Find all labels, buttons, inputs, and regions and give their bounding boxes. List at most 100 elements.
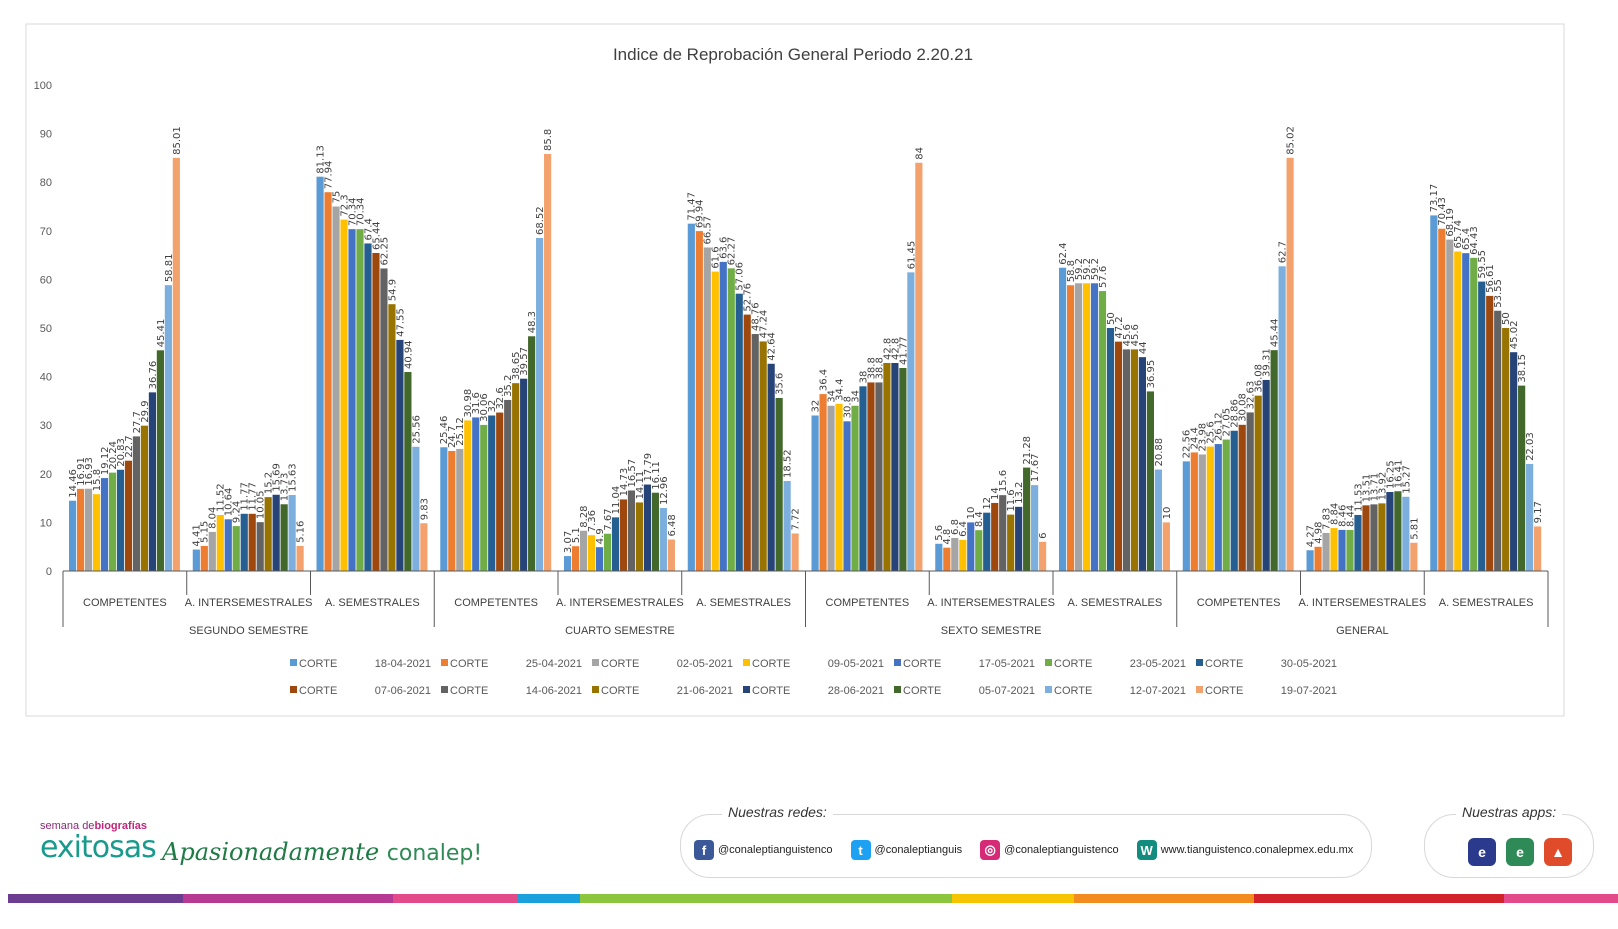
- bar-value-label: 15.2: [264, 472, 275, 494]
- strip-segment: [580, 894, 952, 903]
- bar: [440, 447, 448, 571]
- bar: [811, 415, 819, 571]
- bar-value-label: 8.4: [974, 511, 985, 527]
- twitter-icon: t: [850, 840, 871, 860]
- bar: [100, 478, 109, 571]
- bar: [1098, 291, 1107, 571]
- bar-value-label: 38.65: [511, 352, 522, 381]
- bar-value-label: 16.93: [84, 457, 95, 486]
- bar: [1066, 285, 1075, 571]
- bar: [1182, 461, 1190, 571]
- social-link[interactable]: t @conaleptianguis: [850, 840, 962, 860]
- bar: [156, 350, 164, 571]
- bar: [907, 272, 915, 571]
- bar-value-label: 28.86: [1230, 399, 1241, 428]
- bar: [843, 421, 851, 571]
- strip-segment: [8, 894, 183, 903]
- x-category-label: A. INTERSEMESTRALES: [556, 597, 684, 609]
- bar: [991, 502, 999, 571]
- bar-value-label: 4.27: [1305, 525, 1316, 547]
- y-tick-label: 50: [40, 323, 52, 335]
- bar-value-label: 73.17: [1429, 184, 1440, 213]
- bar-value-label: 58.8: [1066, 260, 1077, 282]
- app-icon-1[interactable]: e: [1468, 838, 1496, 866]
- bar: [1154, 469, 1162, 571]
- bar: [959, 539, 967, 571]
- bar-value-label: 59.2: [1074, 258, 1085, 280]
- bar: [1230, 430, 1238, 571]
- bar-value-label: 81.13: [315, 145, 326, 174]
- legend-item: CORTE 30-05-2021: [1196, 658, 1337, 670]
- bar: [1278, 266, 1286, 571]
- legend: CORTE 18-04-2021 CORTE 25-04-2021 CORTE 02-05…: [290, 658, 1337, 697]
- bar-value-label: 7.67: [603, 508, 614, 530]
- bar-value-label: 71.47: [687, 192, 698, 221]
- bar-value-label: 20.88: [1154, 438, 1165, 467]
- bar: [935, 543, 943, 571]
- legend-date: 18-04-2021: [375, 658, 431, 670]
- social-link[interactable]: ◎ @conaleptianguistenco: [980, 840, 1119, 860]
- legend-label: CORTE: [601, 658, 639, 670]
- brand-small-text: semana debiografías: [40, 820, 148, 832]
- bar-value-label: 22.03: [1525, 432, 1536, 461]
- bar: [611, 517, 620, 571]
- legend-item: CORTE 05-07-2021: [894, 685, 1035, 697]
- legend-swatch: [743, 686, 750, 693]
- legend-swatch: [1196, 686, 1203, 693]
- bar: [1286, 157, 1294, 572]
- bar-value-label: 9.17: [1533, 501, 1544, 523]
- strip-segment: [393, 894, 518, 903]
- bar-value-label: 25.56: [411, 415, 422, 444]
- bar: [1534, 526, 1542, 571]
- bar: [1059, 267, 1067, 571]
- bar: [667, 539, 675, 571]
- bar-value-label: 13.2: [1014, 482, 1025, 504]
- legend-date: 12-07-2021: [1130, 685, 1186, 697]
- bar-value-label: 56.61: [1485, 264, 1496, 293]
- social-link[interactable]: f @conaleptianguistenco: [694, 840, 833, 860]
- bar-value-label: 7.83: [1321, 508, 1332, 530]
- bar: [520, 378, 528, 571]
- x-group-label: SEXTO SEMESTRE: [941, 625, 1042, 637]
- legend-swatch: [592, 686, 599, 693]
- bar: [208, 531, 216, 571]
- bar-value-label: 30.06: [479, 393, 490, 422]
- legend-date: 14-06-2021: [526, 685, 582, 697]
- brand-logo: semana debiografías exitosas: [40, 820, 157, 865]
- bar: [819, 394, 827, 571]
- bar: [659, 508, 667, 571]
- bar-value-label: 29.9: [140, 400, 151, 422]
- bar: [504, 399, 512, 571]
- y-tick-label: 40: [40, 372, 52, 384]
- legend-swatch: [441, 686, 448, 693]
- legend-date: 30-05-2021: [1281, 658, 1337, 670]
- y-tick-label: 0: [46, 566, 52, 578]
- bar: [915, 162, 923, 571]
- bar-value-label: 15.69: [272, 463, 283, 492]
- bar: [488, 415, 496, 571]
- bar-value-label: 57.06: [735, 262, 746, 291]
- bar: [69, 500, 77, 571]
- bar-value-label: 59.55: [1477, 250, 1488, 279]
- bar: [356, 229, 364, 571]
- bar-value-label: 10.64: [224, 488, 235, 517]
- bar: [687, 223, 695, 571]
- bar-value-label: 65.4: [1461, 228, 1472, 250]
- bar: [1015, 506, 1023, 571]
- bar: [775, 397, 783, 571]
- bar-value-label: 53.55: [1493, 279, 1504, 308]
- bar: [571, 546, 580, 571]
- bar-value-label: 62.4: [1058, 242, 1069, 264]
- bar-value-label: 61.45: [906, 241, 917, 270]
- bar-value-label: 57.6: [1098, 266, 1109, 288]
- app-icon-3[interactable]: ▲: [1544, 838, 1572, 866]
- strip-segment: [1074, 894, 1254, 903]
- bar-chart: Indice de Reprobación General Periodo 2.…: [25, 23, 1565, 717]
- bar-value-label: 70.34: [355, 198, 366, 227]
- app-icon-2[interactable]: e: [1506, 838, 1534, 866]
- bar-value-label: 32.6: [495, 387, 506, 409]
- bar-value-label: 4.8: [942, 529, 953, 545]
- bar: [1518, 385, 1526, 571]
- legend-date: 21-06-2021: [677, 685, 733, 697]
